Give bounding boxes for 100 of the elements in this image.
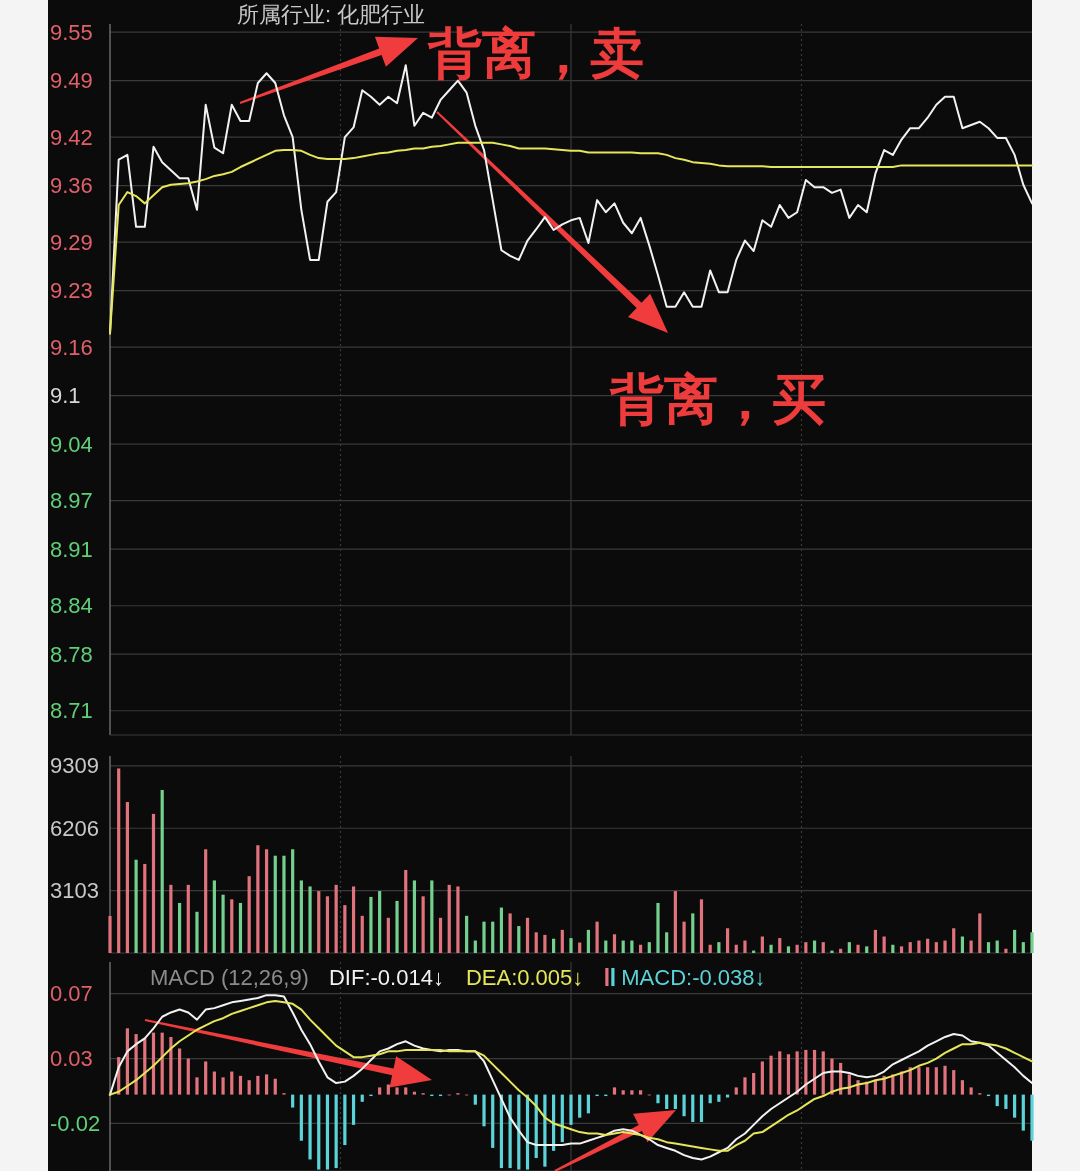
bar bbox=[882, 936, 886, 953]
bar bbox=[195, 911, 199, 953]
bar bbox=[656, 902, 660, 953]
bar bbox=[334, 1094, 338, 1169]
bar bbox=[317, 1094, 321, 1170]
bar bbox=[734, 1087, 738, 1095]
bar bbox=[186, 884, 190, 953]
bar bbox=[734, 944, 738, 953]
bar bbox=[682, 1094, 686, 1117]
bar bbox=[543, 1094, 547, 1167]
bar bbox=[760, 1061, 764, 1095]
bar bbox=[595, 921, 599, 953]
y-tick-label: 9.29 bbox=[50, 229, 93, 255]
bar bbox=[264, 1074, 269, 1095]
y-tick-label: 9.36 bbox=[50, 173, 93, 199]
bar bbox=[769, 1055, 773, 1095]
bar bbox=[421, 896, 425, 953]
bar bbox=[212, 1071, 216, 1095]
bar bbox=[204, 849, 208, 953]
bar bbox=[308, 886, 312, 953]
bar bbox=[891, 944, 895, 953]
bar bbox=[378, 1087, 382, 1095]
bar bbox=[238, 1075, 243, 1095]
bar bbox=[604, 940, 608, 953]
bar bbox=[230, 899, 234, 953]
chart-title: MACD (12,26,9) bbox=[150, 964, 309, 990]
y-tick-label: 8.91 bbox=[50, 536, 93, 562]
bar bbox=[638, 944, 643, 953]
bar bbox=[204, 1061, 208, 1095]
bar bbox=[1030, 932, 1034, 953]
bar bbox=[1004, 1094, 1008, 1110]
annotation: 背离，卖 bbox=[427, 23, 644, 83]
bar bbox=[291, 849, 295, 953]
bar bbox=[378, 891, 382, 953]
bar bbox=[621, 940, 625, 953]
bar bbox=[195, 1077, 199, 1095]
y-tick-label: 6206 bbox=[50, 815, 99, 841]
bar bbox=[134, 1034, 138, 1095]
bar bbox=[1030, 1094, 1034, 1141]
bar bbox=[543, 934, 547, 953]
bar bbox=[386, 1084, 390, 1095]
bar bbox=[821, 1051, 825, 1095]
bar bbox=[299, 1094, 303, 1141]
bar bbox=[465, 915, 469, 953]
bar bbox=[508, 913, 512, 953]
y-tick-label: 9.49 bbox=[50, 68, 93, 94]
bar bbox=[638, 1090, 643, 1095]
bar bbox=[960, 936, 965, 953]
bar bbox=[404, 869, 408, 953]
bar bbox=[821, 942, 825, 953]
bar bbox=[482, 1094, 486, 1127]
y-tick-label: 0.07 bbox=[50, 981, 93, 1007]
bar bbox=[247, 876, 251, 953]
bar bbox=[186, 1058, 190, 1095]
bar bbox=[743, 1077, 747, 1095]
bar bbox=[673, 891, 677, 953]
bar bbox=[830, 950, 834, 953]
bar bbox=[691, 913, 695, 953]
y-tick-label: 9.23 bbox=[50, 278, 93, 304]
bar bbox=[473, 940, 477, 953]
bar bbox=[273, 855, 277, 953]
bar bbox=[221, 1077, 225, 1095]
bar bbox=[969, 940, 973, 953]
bar bbox=[221, 894, 225, 953]
bar bbox=[369, 896, 373, 953]
bar bbox=[812, 1049, 817, 1095]
bar bbox=[630, 940, 634, 953]
bar bbox=[108, 916, 112, 953]
y-tick-label: 8.78 bbox=[50, 641, 93, 667]
bar bbox=[343, 905, 347, 953]
bar bbox=[317, 891, 321, 953]
bar bbox=[395, 900, 399, 953]
bar bbox=[578, 1094, 582, 1118]
bar bbox=[786, 1054, 791, 1095]
bar bbox=[656, 1094, 660, 1104]
bar bbox=[117, 768, 121, 953]
bar bbox=[491, 1094, 495, 1148]
bar bbox=[952, 928, 956, 953]
bar bbox=[1021, 1094, 1025, 1131]
y-tick-label: 9.1 bbox=[50, 383, 81, 409]
bar bbox=[673, 1094, 677, 1110]
bar bbox=[212, 880, 216, 953]
bar bbox=[491, 921, 495, 953]
bar bbox=[395, 1087, 399, 1095]
bar bbox=[943, 1065, 947, 1095]
bar bbox=[917, 1067, 921, 1095]
bar bbox=[534, 932, 538, 953]
bar bbox=[899, 946, 904, 953]
bar bbox=[612, 1087, 617, 1095]
bar bbox=[926, 938, 930, 953]
bar bbox=[308, 1094, 312, 1160]
bar bbox=[978, 913, 982, 953]
line-series bbox=[109, 141, 1033, 335]
bar bbox=[725, 928, 730, 953]
annotation: 背离，买 bbox=[609, 369, 826, 429]
bar bbox=[804, 942, 808, 953]
bar bbox=[612, 934, 617, 953]
bar bbox=[325, 896, 330, 953]
bar bbox=[934, 1067, 938, 1095]
y-tick-label: 8.71 bbox=[50, 698, 93, 724]
